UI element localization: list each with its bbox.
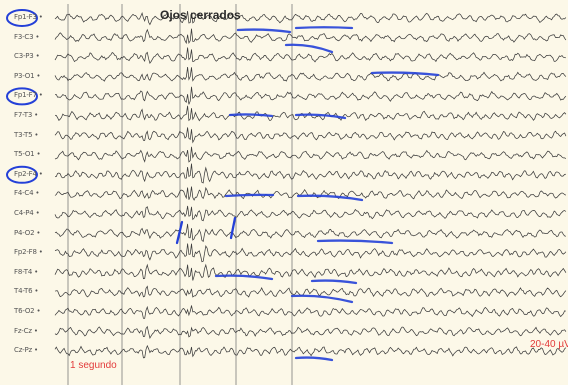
channel-label: F7-T3 • [14, 111, 39, 119]
channel-label: C4-P4 • [14, 209, 40, 217]
highlight-mark [370, 71, 440, 77]
channel-label: Fp1-F7 • [14, 91, 43, 100]
eeg-trace [54, 11, 567, 26]
amplitude-scale-label: 20-40 µV [530, 339, 568, 350]
channel-label: Fp2-F4 • [14, 169, 43, 178]
highlight-mark [294, 356, 334, 362]
highlight-mark [290, 294, 354, 304]
eeg-trace [54, 325, 567, 339]
channel-label: C3-P3 • [14, 52, 40, 61]
eeg-trace [54, 205, 567, 222]
eeg-trace [54, 305, 567, 319]
highlight-tick [229, 216, 237, 240]
channel-circle [6, 165, 38, 184]
eeg-trace [54, 163, 566, 184]
channel-label: Fp2-F8 • [14, 248, 43, 257]
eeg-trace [54, 127, 567, 144]
highlight-mark [228, 113, 274, 118]
highlight-mark [236, 28, 292, 34]
highlight-mark [316, 239, 394, 245]
highlight-tick [175, 220, 184, 245]
highlight-mark [296, 194, 364, 202]
eeg-trace [54, 263, 567, 281]
channel-label: T3-T5 • [14, 130, 39, 139]
channel-label: F4-C4 • [14, 189, 40, 198]
highlight-mark [294, 26, 354, 30]
channel-circle [6, 87, 38, 106]
channel-label: Fp1-F3 • [14, 13, 43, 21]
eeg-trace [54, 344, 567, 359]
channel-label: F8-T4 • [14, 267, 39, 276]
eeg-trace [54, 223, 567, 243]
channel-circle [6, 9, 38, 27]
channel-label: P3-O1 • [14, 71, 41, 80]
channel-label: T6-O2 • [14, 307, 41, 315]
eeg-trace [54, 146, 567, 163]
channel-label: P4-O2 • [14, 228, 41, 237]
eeg-trace [54, 86, 567, 105]
channel-label: F3-C3 • [14, 32, 40, 41]
highlight-mark [214, 274, 274, 281]
time-scale-label: 1 segundo [70, 360, 117, 371]
channel-label: T5-O1 • [14, 150, 41, 159]
highlight-mark [284, 43, 334, 54]
channel-label: Fz-Cz • [14, 326, 38, 335]
highlight-mark [310, 279, 358, 285]
eeg-trace [54, 285, 567, 298]
eeg-trace [54, 186, 567, 201]
eeg-trace [54, 243, 567, 263]
eeg-trace [54, 105, 567, 122]
channel-label: T4-T6 • [14, 287, 39, 296]
highlight-mark [294, 113, 347, 120]
eeg-trace [54, 28, 567, 45]
eeg-trace [54, 67, 567, 82]
channel-label: Cz-Pz • [14, 346, 38, 355]
eeg-title: Ojos cerrados [160, 8, 241, 22]
eeg-trace [54, 47, 566, 65]
highlight-mark [224, 193, 275, 198]
